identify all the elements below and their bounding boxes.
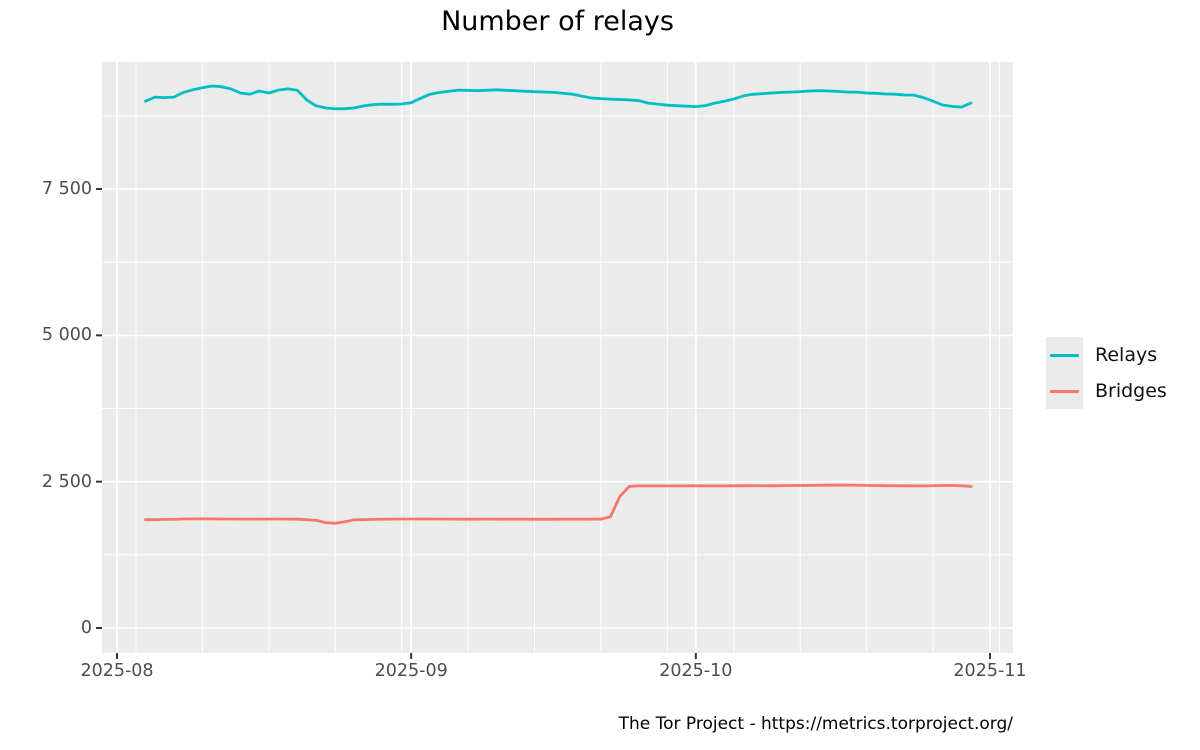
legend-item-bridges: Bridges bbox=[1046, 373, 1167, 409]
y-tick-label: 2 500 bbox=[41, 471, 92, 492]
y-tick-label: 0 bbox=[80, 618, 92, 638]
attribution-text: The Tor Project - https://metrics.torpro… bbox=[618, 714, 1013, 734]
relays-line-swatch-icon bbox=[1050, 353, 1079, 357]
chart-title: Number of relays bbox=[441, 6, 674, 37]
bridges-line-swatch-icon bbox=[1050, 389, 1079, 393]
bridges-series-line bbox=[144, 483, 973, 525]
x-tick-label: 2025-11 bbox=[953, 661, 1027, 681]
x-tick-label: 2025-08 bbox=[80, 661, 154, 681]
x-tick-label: 2025-09 bbox=[374, 661, 448, 681]
y-tick-label: 7 500 bbox=[41, 179, 92, 199]
legend-label-bridges: Bridges bbox=[1095, 380, 1167, 402]
legend-label-relays: Relays bbox=[1095, 344, 1158, 366]
panel-background bbox=[102, 62, 1013, 653]
x-tick-label: 2025-10 bbox=[659, 661, 733, 681]
plot-area bbox=[96, 62, 1013, 659]
legend-key-bridges bbox=[1046, 373, 1083, 409]
relays-series-line bbox=[144, 84, 973, 111]
y-tick-label: 5 000 bbox=[41, 325, 92, 346]
legend-key-relays bbox=[1046, 337, 1083, 373]
legend-item-relays: Relays bbox=[1046, 337, 1167, 373]
legend: Relays Bridges bbox=[1046, 337, 1167, 409]
